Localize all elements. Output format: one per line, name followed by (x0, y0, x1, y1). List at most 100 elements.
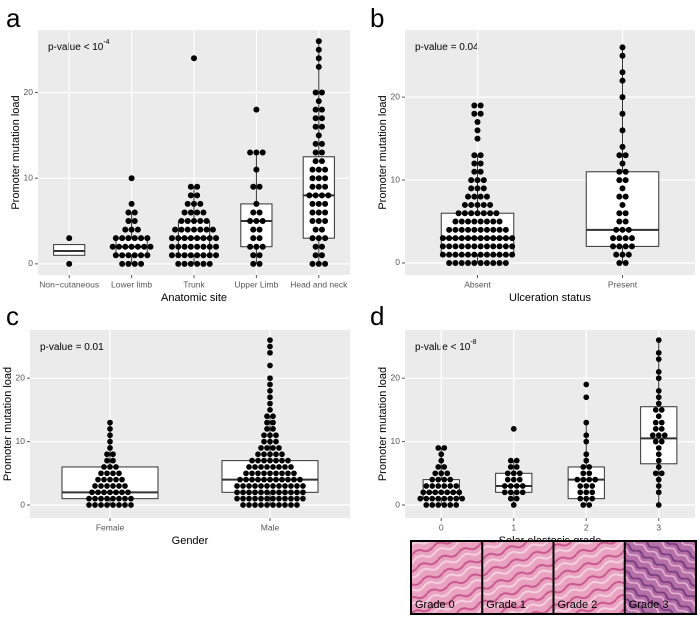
data-dot (95, 476, 101, 483)
data-dot (429, 483, 436, 489)
data-dot (580, 502, 587, 508)
data-dot (458, 251, 465, 258)
data-dot (104, 451, 110, 458)
data-dot (66, 260, 73, 267)
data-dot (172, 226, 179, 233)
data-dot (89, 489, 95, 496)
data-dot (447, 502, 454, 508)
data-dot (247, 149, 254, 156)
data-dot (483, 235, 490, 242)
data-dot (513, 464, 520, 470)
data-dot (465, 243, 472, 250)
data-dot (270, 495, 276, 502)
data-dot (187, 252, 194, 259)
data-dot (168, 243, 175, 250)
data-dot (471, 193, 478, 200)
data-dot (306, 192, 313, 199)
data-dot (322, 235, 329, 242)
data-dot (315, 132, 322, 139)
data-dot (279, 476, 285, 483)
data-dot (256, 252, 263, 259)
data-dot (184, 218, 191, 225)
data-dot (187, 183, 194, 190)
data-dot (279, 451, 285, 458)
x-tick-label: Head and neck (290, 279, 348, 289)
data-dot (109, 243, 116, 250)
data-dot (318, 226, 325, 233)
data-dot (658, 470, 665, 477)
data-dot (435, 483, 442, 489)
data-dot (213, 235, 220, 242)
data-dot (658, 407, 665, 413)
data-dot (194, 209, 201, 216)
data-dot (264, 502, 270, 508)
data-dot (264, 483, 270, 489)
data-dot (458, 226, 465, 233)
data-dot (622, 152, 629, 159)
data-dot (309, 183, 316, 190)
data-dot (261, 451, 267, 458)
data-dot (315, 235, 322, 242)
data-dot (144, 235, 151, 242)
data-dot (471, 218, 478, 225)
data-dot (446, 235, 453, 242)
data-dot (490, 259, 497, 266)
data-dot (322, 260, 329, 267)
y-tick-label: 20 (16, 372, 26, 382)
data-dot (309, 260, 316, 267)
data-dot (613, 251, 620, 258)
data-dot (267, 451, 273, 458)
data-dot (291, 476, 297, 483)
data-dot (264, 464, 270, 470)
data-dot (516, 470, 523, 477)
data-dot (312, 226, 319, 233)
data-dot (487, 210, 494, 217)
data-dot (452, 226, 459, 233)
data-dot (586, 476, 593, 483)
data-dot (480, 185, 487, 192)
data-dot (128, 495, 134, 502)
data-dot (252, 483, 258, 489)
data-dot (267, 388, 273, 394)
data-dot (276, 464, 282, 470)
data-dot (496, 226, 503, 233)
data-dot (312, 106, 319, 113)
data-dot (474, 210, 481, 217)
data-dot (264, 419, 270, 426)
data-dot (649, 432, 656, 439)
data-dot (574, 476, 581, 483)
data-dot (312, 123, 319, 130)
data-dot (493, 210, 500, 217)
x-axis-title: Anatomic site (161, 292, 227, 304)
data-dot (128, 243, 135, 250)
data-dot (110, 495, 116, 502)
box (240, 203, 273, 248)
data-dot (181, 235, 188, 242)
data-dot (107, 476, 113, 483)
data-dot (250, 209, 257, 216)
data-dot (285, 476, 291, 483)
data-dot (119, 489, 125, 496)
data-dot (655, 502, 662, 508)
data-dot (255, 451, 261, 458)
data-dot (432, 470, 439, 477)
data-dot (259, 243, 266, 250)
data-dot (267, 394, 273, 401)
data-dot (168, 235, 175, 242)
data-dot (429, 502, 436, 508)
data-dot (250, 252, 257, 259)
data-dot (315, 63, 322, 70)
data-dot (583, 438, 590, 445)
data-dot (191, 200, 197, 207)
panel-letter: b (370, 3, 384, 33)
data-dot (252, 495, 258, 502)
data-dot (441, 483, 448, 489)
data-dot (270, 413, 276, 420)
data-dot (247, 243, 254, 250)
data-dot (452, 251, 459, 258)
data-dot (502, 226, 509, 233)
data-dot (147, 243, 154, 250)
data-dot (131, 235, 138, 242)
y-tick-label: 10 (24, 172, 34, 182)
data-dot (447, 476, 454, 483)
